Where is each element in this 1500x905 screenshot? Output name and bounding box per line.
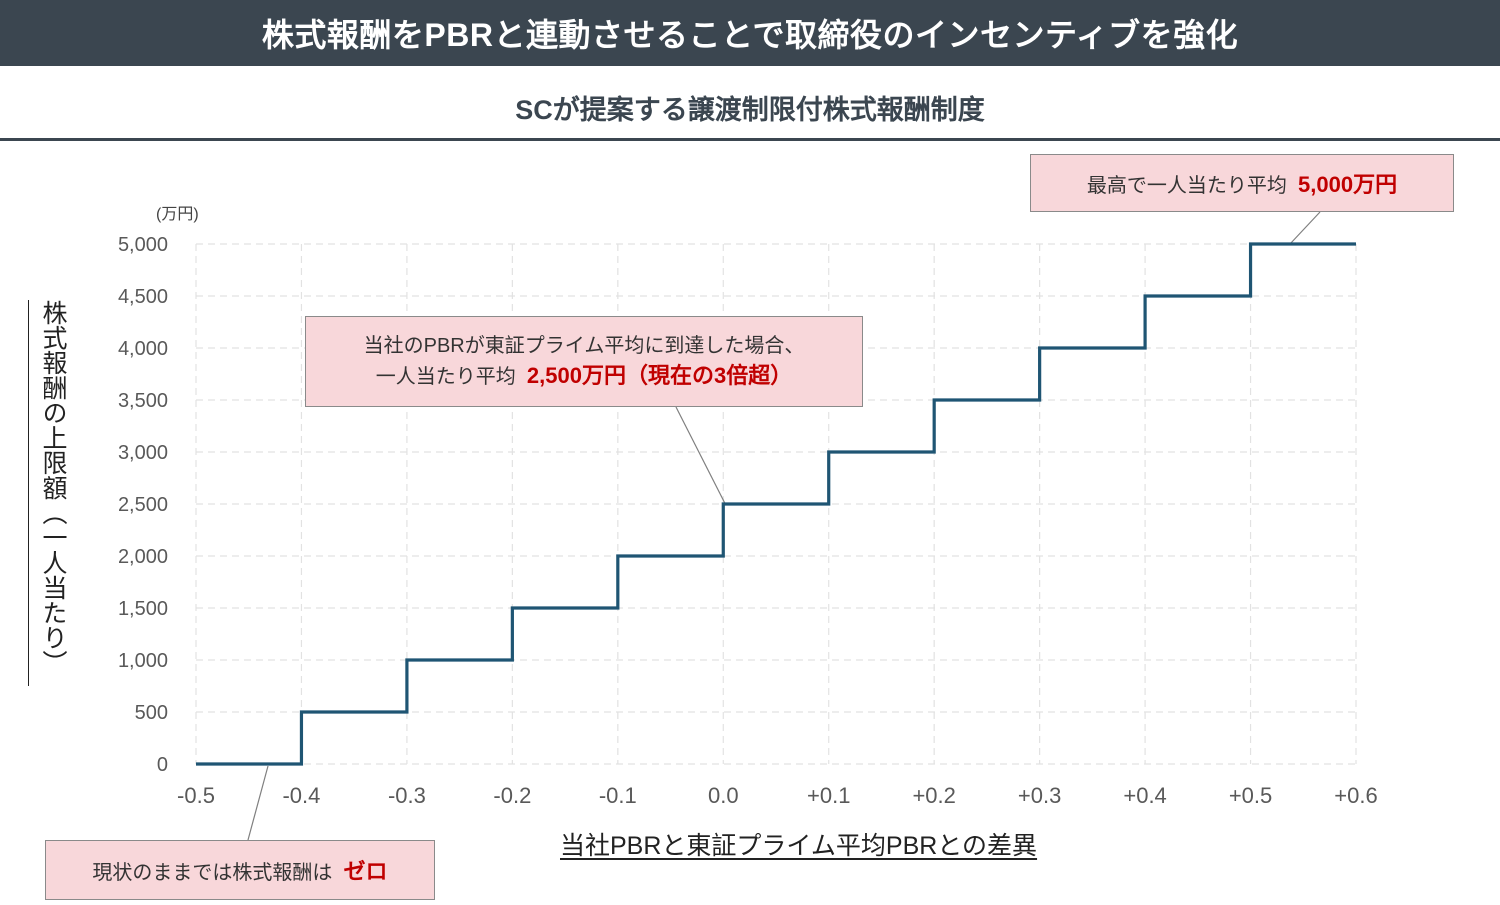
y-tick-label: 4,000 (118, 338, 168, 360)
callout-parity: 当社のPBRが東証プライム平均に到達した場合、 一人当たり平均 2,500万円（… (305, 316, 863, 407)
x-tick-label: +0.3 (1018, 783, 1061, 808)
x-tick-label: 0.0 (708, 783, 739, 808)
y-tick-label: 2,000 (118, 546, 168, 568)
y-tick-label: 500 (135, 702, 168, 724)
callout-parity-line1: 当社のPBRが東証プライム平均に到達した場合、 (363, 335, 805, 357)
callout-parity-highlight: 2,500万円（現在の3倍超） (526, 363, 793, 388)
callout-max-highlight: 5,000万円 (1298, 172, 1398, 197)
x-tick-label: -0.3 (388, 783, 426, 808)
y-axis-label: 株式報酬の上限額（一人当たり） (28, 300, 71, 686)
x-tick-label: +0.2 (912, 783, 955, 808)
x-tick-label: +0.5 (1229, 783, 1272, 808)
divider (0, 138, 1500, 141)
leader-line-parity (675, 406, 726, 505)
y-tick-label: 4,500 (118, 286, 168, 308)
x-tick-label: -0.2 (493, 783, 531, 808)
y-tick-label: 5,000 (118, 234, 168, 256)
callout-zero-text: 現状のままでは株式報酬は (92, 861, 333, 884)
x-tick-label: -0.5 (177, 783, 215, 808)
callout-parity-line2: 一人当たり平均 (375, 366, 516, 388)
y-tick-label: 0 (157, 754, 168, 776)
series-step-line (196, 242, 1356, 766)
chart-subtitle: SCが提案する譲渡制限付株式報酬制度 (515, 95, 985, 125)
callout-zero-highlight: ゼロ (343, 859, 388, 884)
y-tick-label: 2,500 (118, 494, 168, 516)
leader-line-zero (247, 765, 269, 841)
y-tick-label: 1,000 (118, 650, 168, 672)
x-axis-label: 当社PBRと東証プライム平均PBRとの差異 (560, 832, 1038, 860)
y-tick-label: 3,500 (118, 390, 168, 412)
x-tick-label: -0.4 (282, 783, 320, 808)
y-tick-label: 3,000 (118, 442, 168, 464)
y-unit-label: (万円) (156, 206, 199, 223)
callout-zero: 現状のままでは株式報酬は ゼロ (45, 840, 435, 900)
x-tick-label: +0.4 (1123, 783, 1166, 808)
y-tick-label: 1,500 (118, 598, 168, 620)
callout-max: 最高で一人当たり平均 5,000万円 (1030, 154, 1454, 212)
x-tick-label: -0.1 (599, 783, 637, 808)
x-tick-label: +0.1 (807, 783, 850, 808)
x-tick-label: +0.6 (1334, 783, 1377, 808)
callout-max-text: 最高で一人当たり平均 (1086, 174, 1287, 197)
page-title-banner: 株式報酬をPBRと連動させることで取締役のインセンティブを強化 (0, 0, 1500, 66)
leader-line-max (1289, 211, 1321, 245)
page-title: 株式報酬をPBRと連動させることで取締役のインセンティブを強化 (261, 17, 1239, 53)
